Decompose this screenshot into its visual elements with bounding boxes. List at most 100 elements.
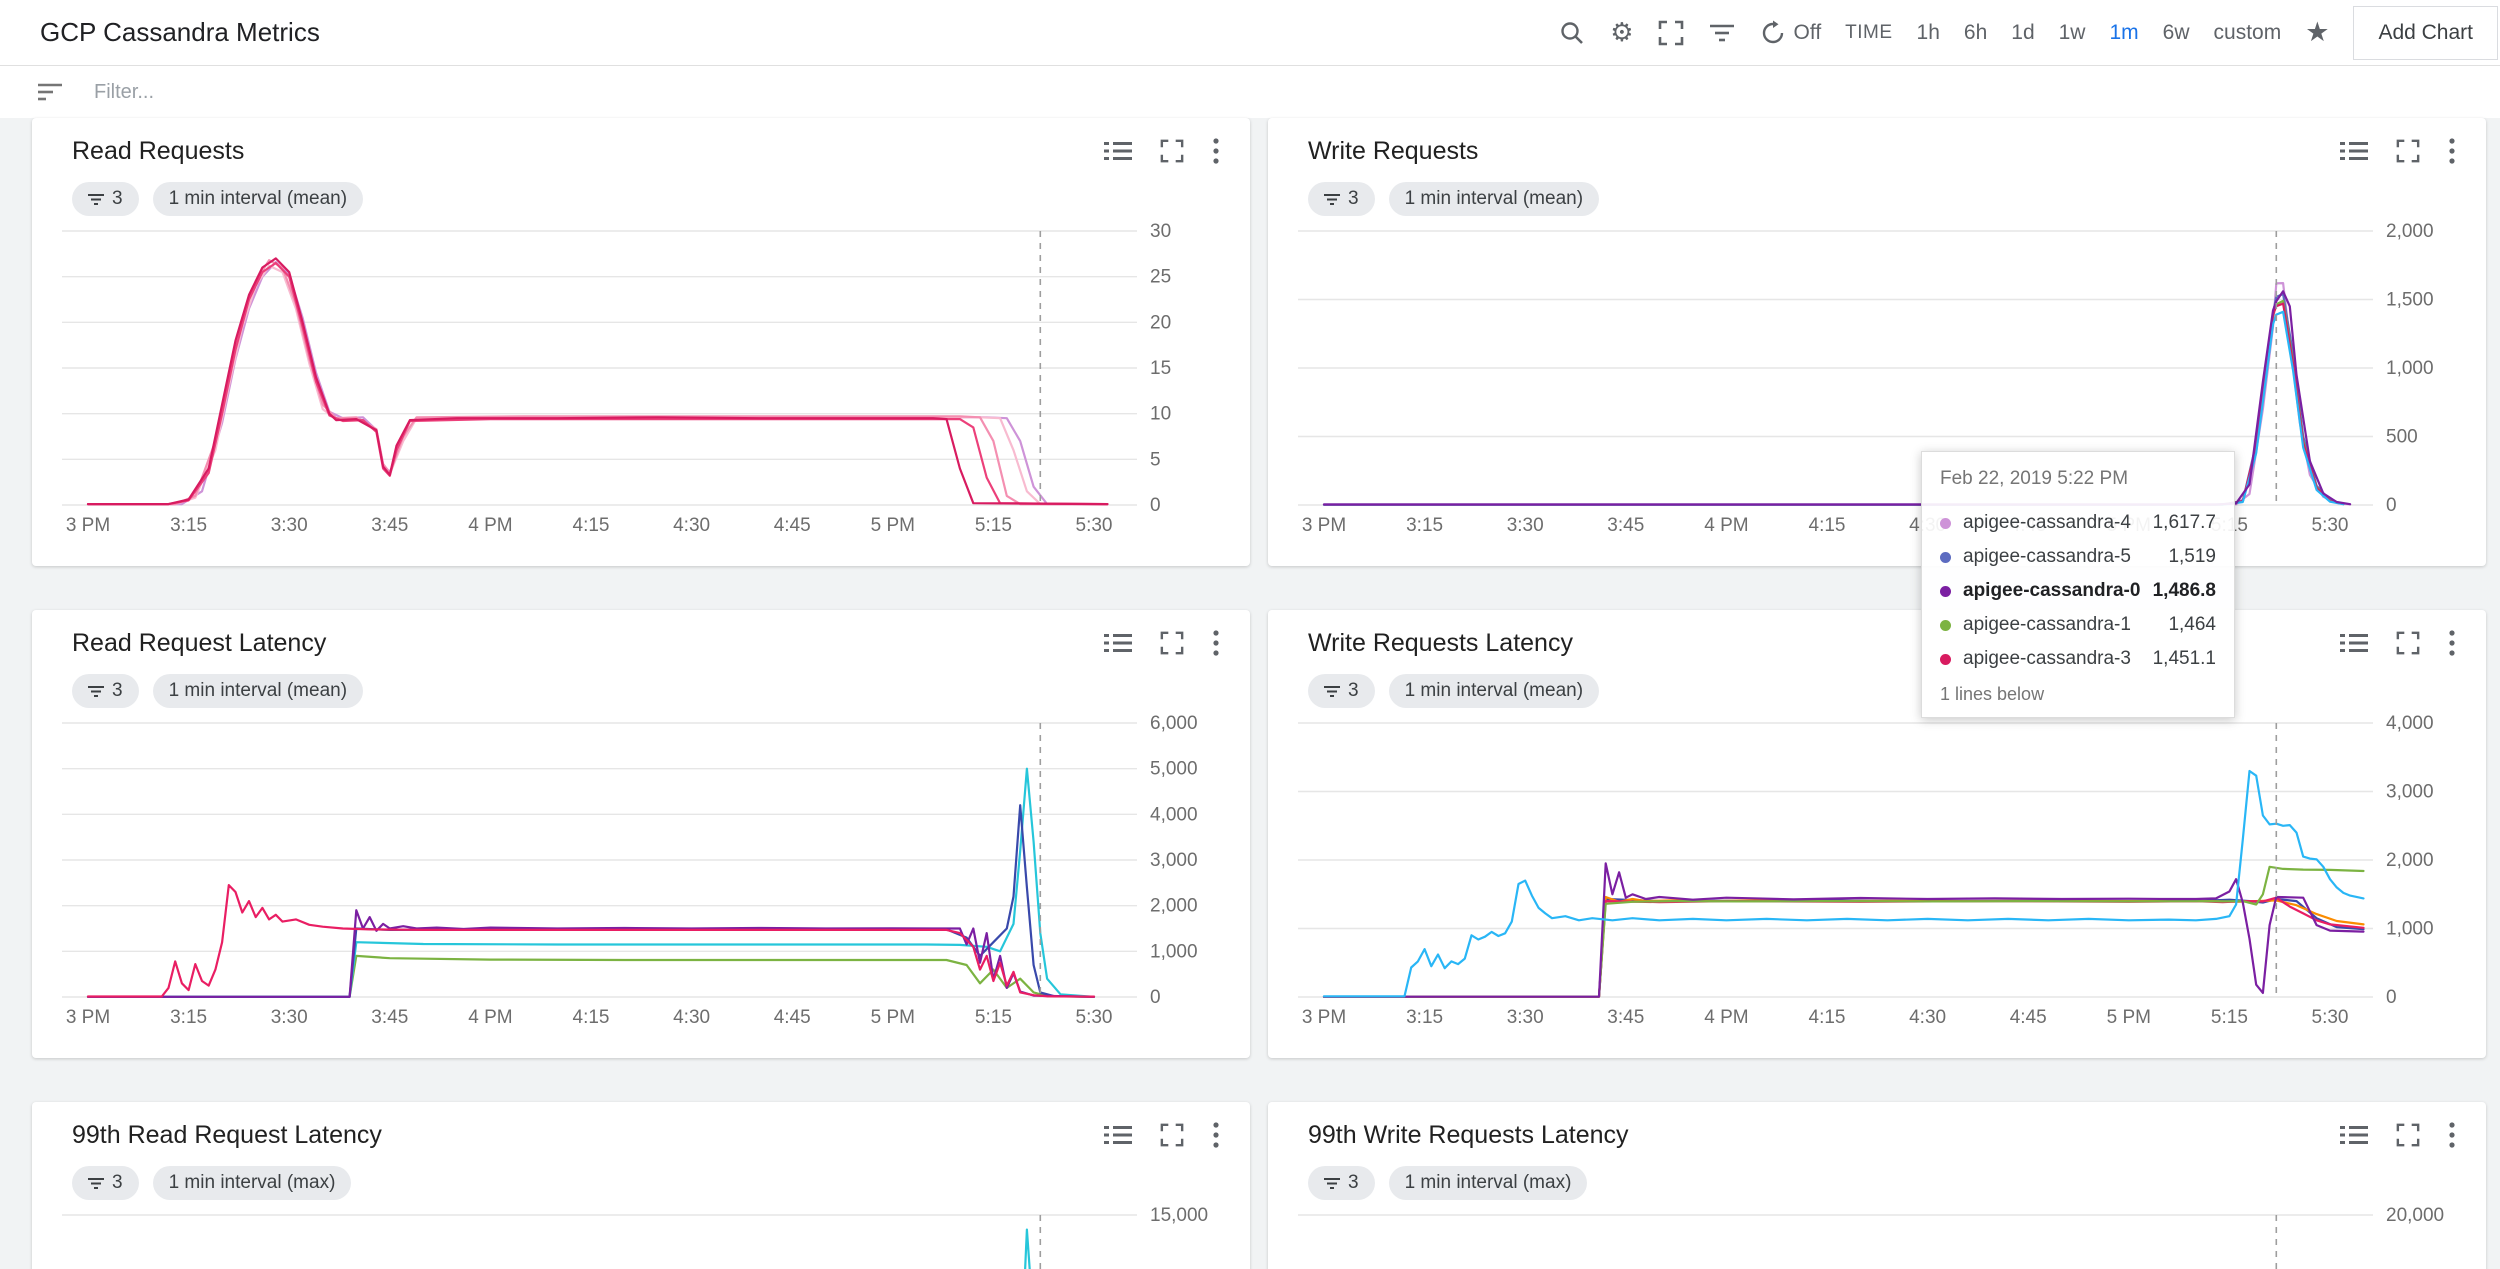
legend-icon[interactable] — [2340, 139, 2368, 163]
filter-chip[interactable]: 3 — [72, 182, 139, 216]
tooltip-row: apigee-cassandra-3 1,451.1 — [1940, 642, 2216, 676]
filter-chip-icon — [1324, 193, 1340, 205]
add-chart-button[interactable]: Add Chart — [2353, 5, 2498, 60]
filter-chip[interactable]: 3 — [1308, 1166, 1375, 1200]
interval-chip[interactable]: 1 min interval (mean) — [152, 674, 364, 708]
svg-text:4:45: 4:45 — [774, 1007, 811, 1028]
kebab-menu-icon[interactable] — [2448, 629, 2456, 657]
auto-refresh-toggle[interactable]: Off — [1760, 20, 1821, 46]
svg-text:4:30: 4:30 — [673, 515, 710, 536]
filter-icon[interactable] — [1708, 22, 1736, 44]
search-icon[interactable] — [1558, 19, 1586, 47]
legend-icon[interactable] — [2340, 1123, 2368, 1147]
chart-plot[interactable]: 0 1,000 2,000 3,000 4,000 3 PM 3:15 3:30 3:45 4 P… — [1268, 710, 2486, 1040]
svg-text:3:30: 3:30 — [271, 515, 308, 536]
kebab-menu-icon[interactable] — [1212, 1121, 1220, 1149]
star-icon[interactable]: ★ — [2305, 17, 2330, 48]
svg-text:2,000: 2,000 — [1150, 896, 1198, 917]
svg-text:10: 10 — [1150, 404, 1171, 425]
refresh-icon — [1760, 20, 1786, 46]
svg-text:4 PM: 4 PM — [1704, 1007, 1748, 1028]
fullscreen-icon[interactable] — [1658, 20, 1684, 46]
series-dot — [1940, 517, 1951, 529]
svg-text:30: 30 — [1150, 221, 1171, 242]
legend-icon[interactable] — [1104, 1123, 1132, 1147]
svg-text:2,000: 2,000 — [2386, 850, 2434, 871]
kebab-menu-icon[interactable] — [1212, 629, 1220, 657]
svg-text:3,000: 3,000 — [1150, 850, 1198, 871]
chart-card-read-request-latency: Read Request Latency 3 1 min interval (m… — [32, 610, 1250, 1058]
interval-chip[interactable]: 1 min interval (mean) — [1388, 674, 1600, 708]
svg-text:5:30: 5:30 — [1076, 515, 1113, 536]
expand-icon[interactable] — [1160, 139, 1184, 163]
filter-chip[interactable]: 3 — [1308, 182, 1375, 216]
svg-text:4:30: 4:30 — [673, 1007, 710, 1028]
svg-text:20,000: 20,000 — [2386, 1205, 2444, 1226]
svg-text:0: 0 — [1150, 495, 1161, 516]
tooltip-row: apigee-cassandra-1 1,464 — [1940, 608, 2216, 642]
interval-chip[interactable]: 1 min interval (max) — [152, 1166, 352, 1200]
svg-text:3:30: 3:30 — [271, 1007, 308, 1028]
interval-chip[interactable]: 1 min interval (max) — [1388, 1166, 1588, 1200]
svg-text:3 PM: 3 PM — [66, 515, 110, 536]
svg-text:3:15: 3:15 — [1406, 515, 1443, 536]
svg-text:5:30: 5:30 — [2312, 1007, 2349, 1028]
svg-text:3,000: 3,000 — [2386, 782, 2434, 803]
interval-chip[interactable]: 1 min interval (mean) — [1388, 182, 1600, 216]
series-dot — [1940, 653, 1951, 665]
kebab-menu-icon[interactable] — [2448, 137, 2456, 165]
svg-text:5 PM: 5 PM — [2107, 1007, 2151, 1028]
kebab-menu-icon[interactable] — [1212, 137, 1220, 165]
filter-chip[interactable]: 3 — [1308, 674, 1375, 708]
chart-card-read-requests: Read Requests 3 1 min interval (mean) 0 5… — [32, 118, 1250, 566]
svg-text:3:45: 3:45 — [1607, 515, 1644, 536]
svg-text:1,000: 1,000 — [2386, 919, 2434, 940]
svg-text:4:15: 4:15 — [573, 515, 610, 536]
filter-chip[interactable]: 3 — [72, 1166, 139, 1200]
range-1h[interactable]: 1h — [1916, 20, 1940, 44]
expand-icon[interactable] — [2396, 139, 2420, 163]
svg-text:0: 0 — [1150, 987, 1161, 1008]
legend-icon[interactable] — [2340, 631, 2368, 655]
expand-icon[interactable] — [2396, 631, 2420, 655]
chart-card-99th-write-requests-latency: 99th Write Requests Latency 3 1 min inte… — [1268, 1102, 2486, 1269]
svg-text:3:45: 3:45 — [1607, 1007, 1644, 1028]
svg-text:500: 500 — [2386, 427, 2418, 448]
gear-icon[interactable]: ⚙ — [1610, 17, 1634, 48]
svg-text:4:45: 4:45 — [2010, 1007, 2047, 1028]
svg-text:15: 15 — [1150, 358, 1171, 379]
tooltip-footer: 1 lines below — [1940, 684, 2045, 704]
expand-icon[interactable] — [2396, 1123, 2420, 1147]
range-1d[interactable]: 1d — [2011, 20, 2035, 44]
svg-text:3:30: 3:30 — [1507, 515, 1544, 536]
expand-icon[interactable] — [1160, 631, 1184, 655]
svg-text:1,000: 1,000 — [2386, 358, 2434, 379]
svg-text:5:15: 5:15 — [975, 515, 1012, 536]
header-controls: ⚙ Off TIME 1h 6h 1d 1w 1m 6w custom ★ Ad… — [1558, 0, 2500, 65]
svg-text:5:30: 5:30 — [1076, 1007, 1113, 1028]
svg-text:1,000: 1,000 — [1150, 941, 1198, 962]
legend-icon[interactable] — [1104, 139, 1132, 163]
filter-chip-icon — [1324, 1177, 1340, 1189]
chart-plot[interactable]: 0 5 10 15 20 25 30 3 PM 3:15 3:30 3:45 4 PM 4:15 4:30… — [32, 218, 1250, 548]
kebab-menu-icon[interactable] — [2448, 1121, 2456, 1149]
range-1w[interactable]: 1w — [2058, 20, 2086, 44]
svg-text:3 PM: 3 PM — [1302, 1007, 1346, 1028]
expand-icon[interactable] — [1160, 1123, 1184, 1147]
svg-text:4:15: 4:15 — [1809, 1007, 1846, 1028]
svg-text:4 PM: 4 PM — [1704, 515, 1748, 536]
filter-input[interactable] — [94, 80, 994, 104]
range-1m-selected[interactable]: 1m — [2109, 20, 2139, 44]
chart-plot[interactable]: 0 1,000 2,000 3,000 4,000 5,000 6,000 3 PM 3:15 3… — [32, 710, 1250, 1040]
range-6h[interactable]: 6h — [1963, 20, 1988, 44]
interval-chip[interactable]: 1 min interval (mean) — [152, 182, 364, 216]
svg-text:15,000: 15,000 — [1150, 1205, 1208, 1226]
filter-chip[interactable]: 3 — [72, 674, 139, 708]
range-custom[interactable]: custom — [2213, 20, 2282, 44]
range-6w[interactable]: 6w — [2162, 20, 2190, 44]
svg-text:4,000: 4,000 — [2386, 713, 2434, 734]
legend-icon[interactable] — [1104, 631, 1132, 655]
chart-plot[interactable]: 0 500 1,000 1,500 2,000 3 PM 3:15 3:30 3:45 4 PM 4… — [1268, 218, 2486, 548]
